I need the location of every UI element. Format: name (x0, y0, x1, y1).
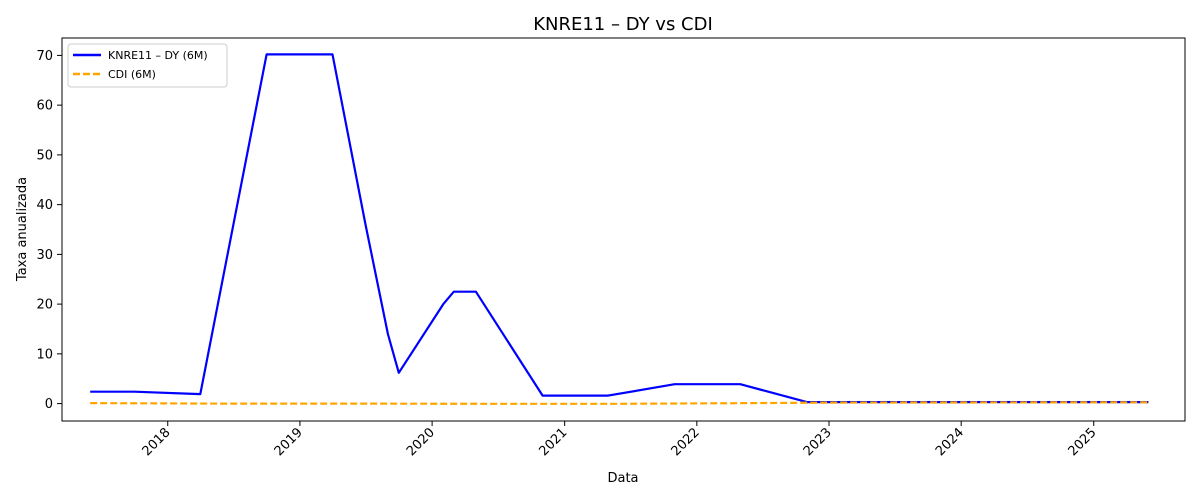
y-tick-label: 70 (36, 49, 53, 64)
y-tick-label: 0 (45, 397, 53, 412)
legend-label-cdi: CDI (6M) (108, 68, 156, 81)
chart-title: KNRE11 – DY vs CDI (533, 14, 713, 35)
y-tick-label: 30 (36, 248, 53, 263)
x-axis-title: Data (607, 471, 638, 486)
y-tick-label: 10 (36, 347, 53, 362)
y-axis: 0 10 20 30 40 50 60 70 (36, 49, 62, 412)
y-tick-label: 20 (36, 298, 53, 313)
legend: KNRE11 – DY (6M) CDI (6M) (67, 43, 228, 88)
y-axis-title: Taxa anualizada (15, 177, 30, 282)
plot-frame (61, 37, 1186, 422)
series-layer (90, 53, 1149, 405)
y-tick-label: 40 (36, 198, 53, 213)
y-tick-label: 50 (36, 148, 53, 163)
y-tick-label: 60 (36, 99, 53, 114)
legend-label-knre11: KNRE11 – DY (6M) (108, 49, 208, 62)
legend-box (67, 43, 228, 88)
series-line-knre11-dy (90, 53, 1149, 404)
series-line-cdi (90, 401, 1149, 405)
